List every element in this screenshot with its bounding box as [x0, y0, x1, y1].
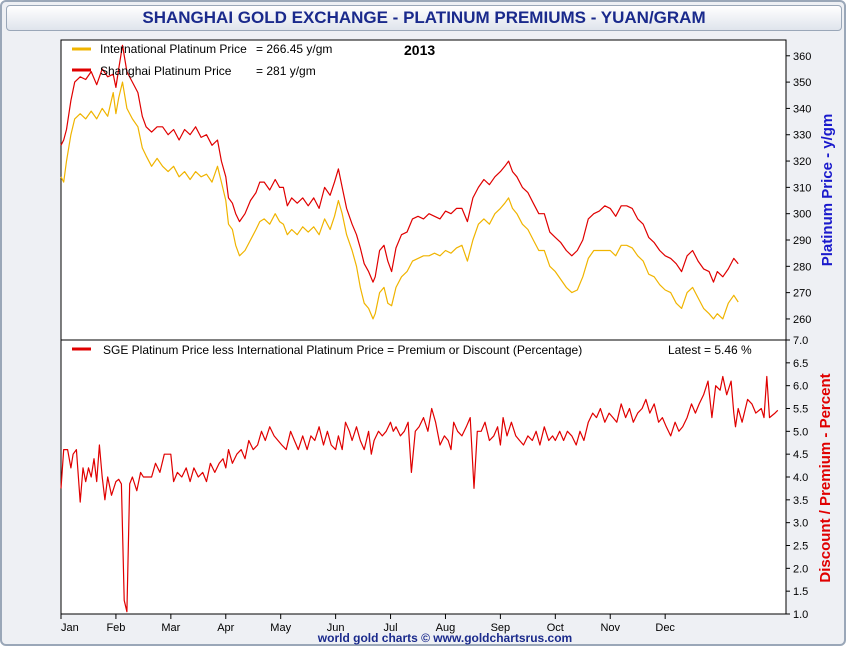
premium-panel	[60, 339, 787, 615]
x-tick-label: Jan	[61, 622, 79, 634]
y-tick-label: 3.5	[793, 495, 808, 507]
y-tick-label: 360	[793, 51, 811, 63]
legend-label-international: International Platinum Price	[100, 42, 247, 56]
footer-credit: world gold charts © www.goldchartsrus.co…	[317, 631, 572, 645]
y-tick-label: 7.0	[793, 335, 808, 347]
premium-axis-title: Discount / Premium - Percent	[817, 373, 834, 582]
y-tick-label: 2.5	[793, 541, 808, 553]
price-y-axis: 260 270 280 290 300 310 320 330 340 350 360	[786, 51, 811, 326]
legend-value-shanghai: = 281 y/gm	[256, 64, 316, 78]
y-tick-label: 4.5	[793, 449, 808, 461]
y-tick-label: 270	[793, 288, 811, 300]
year-annotation: 2013	[404, 42, 435, 58]
chart-title: SHANGHAI GOLD EXCHANGE - PLATINUM PREMIU…	[6, 5, 842, 31]
series-line-0-0	[60, 81, 739, 320]
y-tick-label: 350	[793, 77, 811, 89]
price-series-group	[60, 44, 739, 320]
x-tick-label: Dec	[655, 622, 675, 634]
price-panel	[60, 39, 787, 341]
legend-value-international: = 266.45 y/gm	[256, 42, 332, 56]
y-tick-label: 320	[793, 156, 811, 168]
price-axis-title: Platinum Price - y/gm	[819, 114, 836, 267]
y-tick-label: 5.5	[793, 404, 808, 416]
series-line-1-0	[60, 375, 779, 613]
y-tick-label: 1.5	[793, 586, 808, 598]
x-tick-label: Mar	[161, 622, 180, 634]
y-tick-label: 310	[793, 182, 811, 194]
y-tick-label: 5.0	[793, 426, 808, 438]
y-tick-label: 300	[793, 209, 811, 221]
y-tick-label: 280	[793, 261, 811, 273]
legend-label-shanghai: Shanghai Platinum Price	[100, 64, 232, 78]
latest-premium-label: Latest = 5.46 %	[668, 343, 752, 357]
x-tick-label: May	[270, 622, 291, 634]
x-tick-label: Jul	[384, 622, 398, 634]
y-tick-label: 4.0	[793, 472, 808, 484]
legend-label-premium: SGE Platinum Price less International Pl…	[103, 343, 582, 357]
y-tick-label: 290	[793, 235, 811, 247]
month-axis: Jan Feb Mar Apr May Jun Jul Aug Sep Oct Nov Dec	[60, 614, 675, 634]
y-tick-label: 1.0	[793, 609, 808, 621]
x-tick-label: Sep	[491, 622, 511, 634]
y-tick-label: 340	[793, 103, 811, 115]
x-tick-label: Apr	[217, 622, 234, 634]
x-tick-label: Nov	[600, 622, 620, 634]
premium-series-group	[60, 375, 779, 613]
y-tick-label: 330	[793, 130, 811, 142]
series-line-0-1	[60, 44, 739, 283]
x-tick-label: Oct	[547, 622, 564, 634]
y-tick-label: 260	[793, 314, 811, 326]
y-tick-label: 2.0	[793, 563, 808, 575]
premium-y-axis: 1.0 1.5 2.0 2.5 3.0 3.5 4.0 4.5 5.0 5.5 6.0 6.5 7.0	[786, 335, 808, 621]
y-tick-label: 3.0	[793, 518, 808, 530]
x-tick-label: Feb	[106, 622, 125, 634]
x-tick-label: Jun	[327, 622, 345, 634]
x-tick-label: Aug	[436, 622, 456, 634]
y-tick-label: 6.5	[793, 358, 808, 370]
y-tick-label: 6.0	[793, 381, 808, 393]
